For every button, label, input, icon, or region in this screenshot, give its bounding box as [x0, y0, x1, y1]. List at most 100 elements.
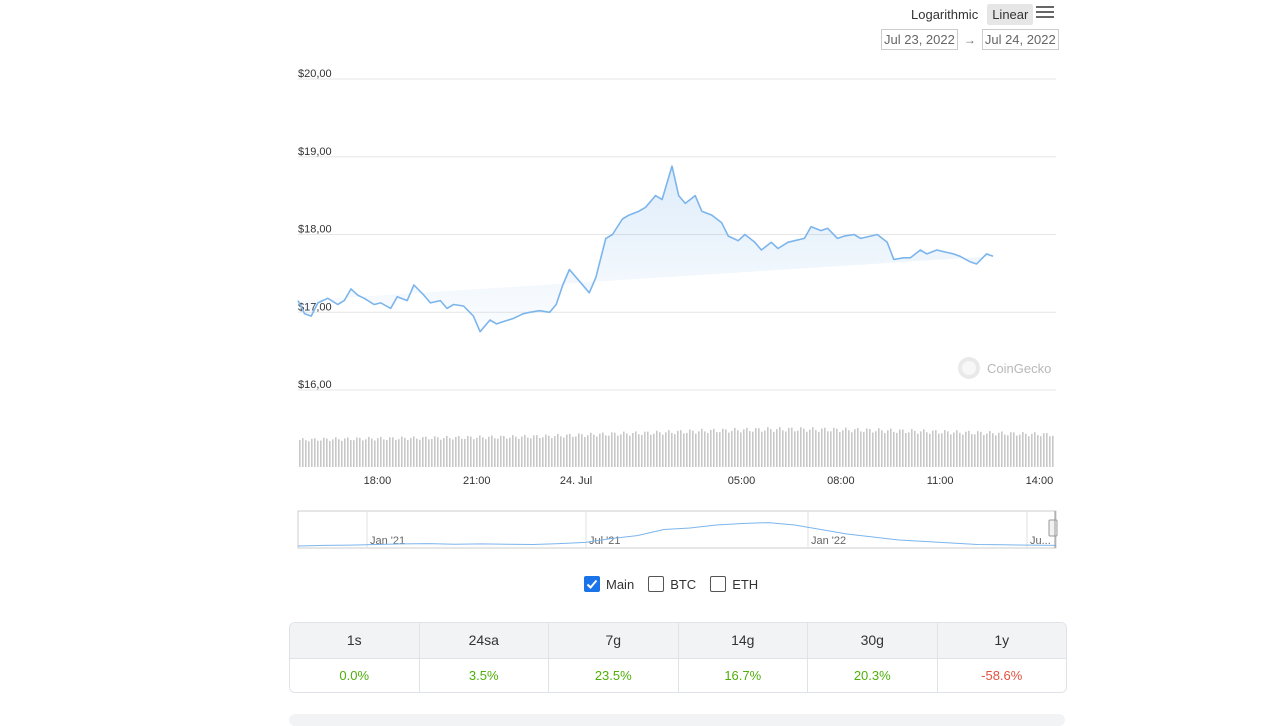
volume-bar	[797, 430, 799, 467]
volume-bar	[719, 432, 721, 467]
volume-bar	[1007, 435, 1009, 467]
coingecko-logo-inner	[962, 361, 976, 375]
volume-bar	[512, 435, 514, 467]
legend-item-main[interactable]: Main	[584, 576, 634, 592]
legend-item-btc[interactable]: BTC	[648, 576, 696, 592]
volume-bar	[725, 429, 727, 467]
volume-bar	[752, 431, 754, 467]
x-tick-label: 18:00	[364, 475, 392, 487]
volume-bar	[299, 439, 301, 467]
hamburger-menu-icon[interactable]	[1036, 4, 1054, 20]
volume-bar	[812, 427, 814, 467]
volume-bar	[659, 432, 661, 467]
volume-bar	[845, 427, 847, 467]
range-from-input[interactable]: Jul 23, 2022	[881, 29, 958, 50]
value-1s: 0.0%	[290, 659, 419, 692]
volume-bar	[350, 440, 352, 467]
volume-bar	[671, 432, 673, 467]
legend-item-eth[interactable]: ETH	[710, 576, 758, 592]
volume-bar	[1019, 434, 1021, 467]
volume-bar	[608, 435, 610, 467]
value-1y: -58.6%	[936, 659, 1066, 692]
volume-bar	[629, 435, 631, 467]
volume-bar	[959, 432, 961, 467]
volume-bar	[536, 435, 538, 467]
volume-bar	[764, 430, 766, 467]
volume-bar	[686, 432, 688, 467]
linear-button[interactable]: Linear	[987, 3, 1034, 25]
volume-bar	[944, 430, 946, 467]
volume-bar	[530, 438, 532, 467]
volume-bar	[1022, 431, 1024, 467]
volume-bar	[368, 436, 370, 467]
volume-bar	[626, 433, 628, 467]
volume-bar	[1031, 433, 1033, 467]
volume-bar	[1049, 436, 1051, 467]
volume-bar	[821, 428, 823, 467]
volume-bar	[554, 436, 556, 467]
volume-bar	[665, 432, 667, 467]
legend-label-btc: BTC	[670, 576, 697, 592]
volume-bar	[302, 438, 304, 467]
volume-bar	[353, 440, 355, 467]
volume-bar	[419, 439, 421, 467]
volume-bar	[848, 430, 850, 467]
eth-checkbox[interactable]	[710, 576, 727, 592]
volume-bar	[941, 433, 943, 467]
volume-bar	[605, 435, 607, 467]
volume-bar	[890, 428, 892, 467]
volume-bar	[332, 439, 334, 467]
volume-bar	[677, 430, 679, 467]
volume-bar	[386, 440, 388, 467]
volume-bar	[329, 440, 331, 467]
volume-bar	[887, 430, 889, 467]
navigator-label: Jan '21	[370, 535, 405, 547]
volume-bar	[830, 431, 832, 467]
price-line[interactable]	[297, 165, 994, 333]
x-tick-label: 21:00	[463, 475, 491, 487]
volume-bar	[488, 436, 490, 467]
logarithmic-button[interactable]: Logarithmic	[911, 6, 979, 22]
y-tick-label: $16,00	[298, 379, 332, 391]
volume-bar	[875, 431, 877, 467]
volume-bar	[437, 437, 439, 467]
volume-bar	[701, 428, 703, 467]
btc-checkbox[interactable]	[648, 576, 665, 592]
volume-bar	[749, 431, 751, 467]
volume-bar	[980, 431, 982, 467]
volume-bar	[308, 441, 310, 467]
volume-bar	[998, 432, 1000, 467]
volume-bar	[767, 427, 769, 467]
volume-bar	[305, 440, 307, 467]
value-24sa: 3.5%	[418, 659, 548, 692]
volume-bar	[992, 433, 994, 467]
volume-bar	[926, 432, 928, 467]
volume-bar	[566, 434, 568, 467]
watermark: CoinGecko	[958, 357, 1051, 379]
navigator-handle[interactable]	[1048, 519, 1058, 537]
volume-bar	[311, 438, 313, 467]
volume-bar	[884, 433, 886, 467]
volume-bar	[806, 431, 808, 467]
volume-bar	[818, 431, 820, 467]
range-to-input[interactable]: Jul 24, 2022	[981, 29, 1059, 50]
volume-bar	[842, 430, 844, 467]
volume-bar	[422, 437, 424, 467]
volume-bar	[356, 437, 358, 467]
volume-bar	[425, 436, 427, 467]
main-checkbox[interactable]	[584, 576, 600, 592]
volume-bar	[728, 432, 730, 467]
volume-bar	[653, 433, 655, 467]
volume-bar	[1043, 433, 1045, 467]
volume-bar	[851, 432, 853, 467]
volume-bar	[563, 437, 565, 467]
volume-bar	[515, 436, 517, 467]
volume-bar	[443, 438, 445, 467]
volume-bar	[668, 430, 670, 467]
volume-bar	[371, 438, 373, 467]
volume-bar	[524, 434, 526, 467]
value-7g: 23.5%	[548, 659, 678, 692]
x-tick-label: 05:00	[728, 475, 756, 487]
volume-bar	[527, 437, 529, 467]
volume-bar	[347, 437, 349, 467]
